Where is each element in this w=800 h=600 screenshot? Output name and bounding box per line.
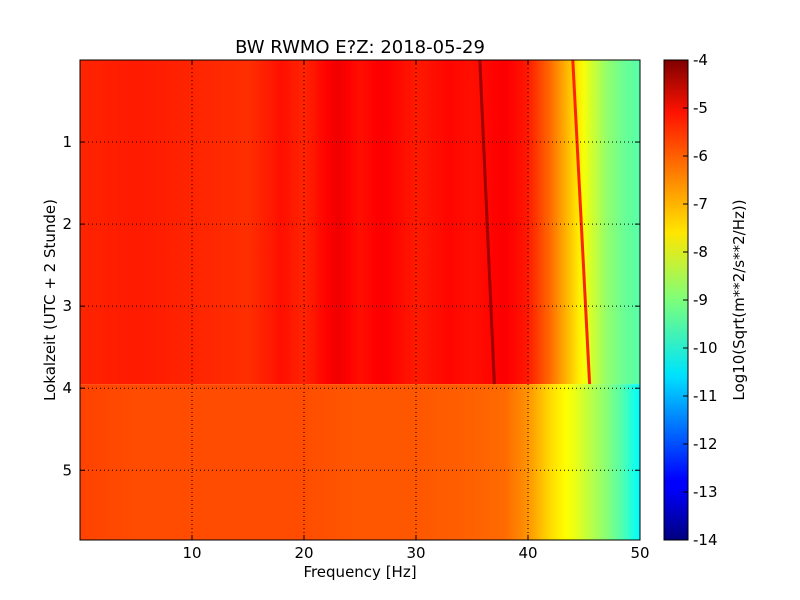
colorbar-tick-label: -14 [693, 531, 718, 549]
grid-lines [80, 60, 640, 540]
x-axis-ticks: 10 20 30 40 50 [182, 60, 650, 562]
colorbar-tick-label: -10 [693, 339, 718, 357]
colorbar-tick-label: -7 [693, 195, 708, 213]
colorbar-tick-label: -4 [693, 51, 708, 69]
colorbar: -4 -5 -6 -7 -8 -9 -10 -11 -12 -13 -14 Log10(Sqrt(m… [663, 51, 748, 549]
plot-area: 10 20 30 40 50 1 2 3 4 5 [62, 59, 650, 562]
y-axis-label: Lokalzeit (UTC + 2 Stunde) [41, 199, 59, 401]
plot-frame [79, 59, 641, 541]
y-tick-label: 4 [62, 379, 72, 397]
colorbar-tick-label: -12 [693, 435, 718, 453]
x-axis-label: Frequency [Hz] [303, 563, 416, 581]
spectral-line [571, 60, 592, 385]
spectrogram-heatmap [80, 60, 640, 540]
x-tick-label: 30 [406, 544, 425, 562]
y-tick-label: 3 [62, 297, 72, 315]
colorbar-tick-label: -11 [693, 387, 718, 405]
x-tick-label: 10 [182, 544, 201, 562]
y-tick-label: 5 [62, 461, 72, 479]
colorbar-tick-label: -8 [693, 243, 708, 261]
x-tick-label: 20 [294, 544, 313, 562]
colorbar-ticks: -4 -5 -6 -7 -8 -9 -10 -11 -12 -13 -14 [683, 51, 718, 549]
heatmap-segment [80, 60, 640, 385]
colorbar-tick-label: -9 [693, 291, 708, 309]
colorbar-tick-label: -5 [693, 99, 708, 117]
spectral-lines [478, 60, 592, 385]
colorbar-tick-label: -13 [693, 483, 718, 501]
colorbar-tick-label: -6 [693, 147, 708, 165]
y-axis-ticks: 1 2 3 4 5 [62, 133, 640, 479]
chart-title: BW RWMO E?Z: 2018-05-29 [235, 37, 485, 58]
spectral-line [478, 60, 496, 385]
x-tick-label: 50 [630, 544, 649, 562]
x-tick-label: 40 [518, 544, 537, 562]
heatmap-segment [80, 384, 640, 540]
y-tick-label: 1 [62, 133, 72, 151]
y-tick-label: 2 [62, 215, 72, 233]
colorbar-label: Log10(Sqrt(m**2/s**2/Hz)) [730, 199, 748, 400]
